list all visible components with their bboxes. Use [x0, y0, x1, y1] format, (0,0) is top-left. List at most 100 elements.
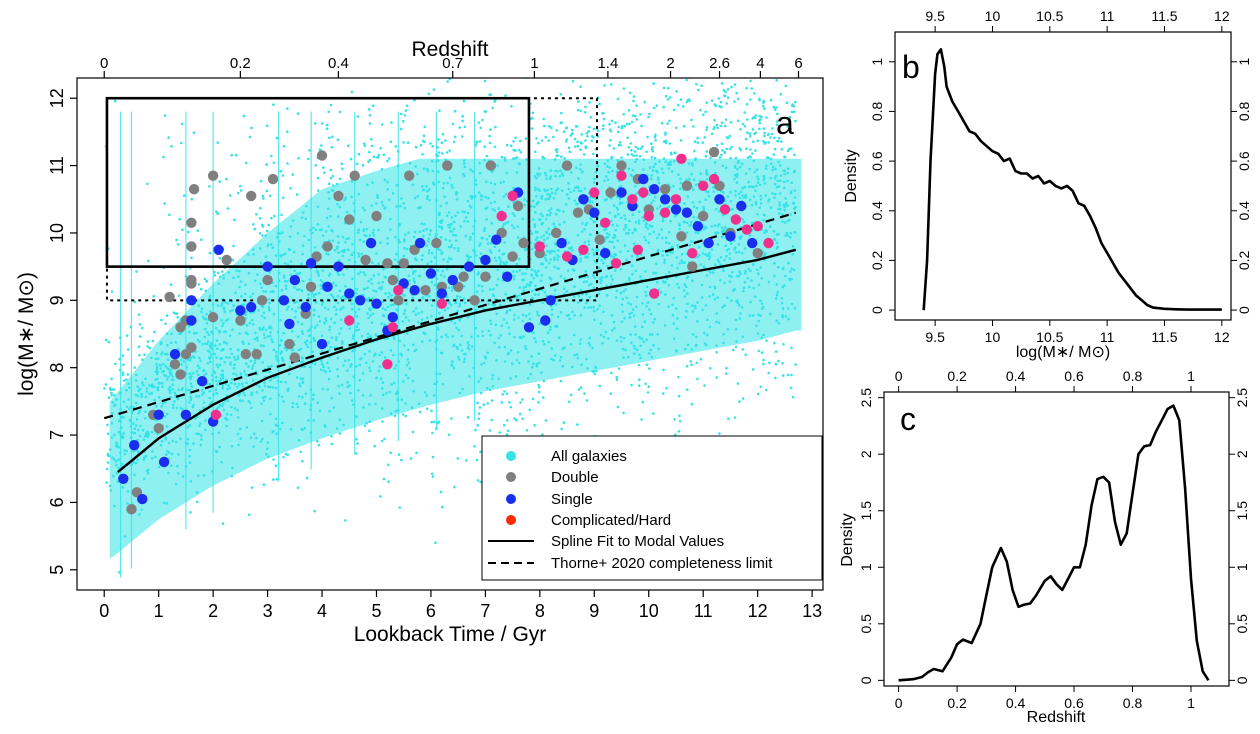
all-galaxies-point: [619, 250, 622, 254]
all-galaxies-point: [515, 418, 518, 422]
all-galaxies-point: [549, 325, 552, 329]
all-galaxies-point: [546, 193, 549, 196]
all-galaxies-point: [666, 122, 669, 125]
all-galaxies-point: [762, 140, 765, 143]
all-galaxies-point: [438, 372, 442, 376]
all-galaxies-point: [506, 220, 510, 224]
all-galaxies-point: [744, 353, 747, 357]
single-galaxy-point: [129, 440, 140, 451]
all-galaxies-point: [216, 304, 220, 307]
all-galaxies-point: [479, 450, 482, 454]
all-galaxies-point: [400, 458, 403, 462]
all-galaxies-point: [441, 152, 444, 155]
completeness-limit-line: [103, 211, 797, 420]
complicated-galaxy-point: [763, 237, 774, 249]
all-galaxies-point: [555, 150, 559, 154]
all-galaxies-point: [790, 302, 794, 306]
all-galaxies-point: [466, 220, 470, 223]
all-galaxies-point: [615, 206, 619, 209]
all-galaxies-point: [421, 139, 425, 143]
all-galaxies-point: [467, 347, 471, 351]
all-galaxies-point: [177, 388, 180, 392]
all-galaxies-point: [427, 240, 430, 243]
all-galaxies-point: [499, 262, 502, 266]
all-galaxies-point: [282, 400, 285, 403]
all-galaxies-point: [754, 149, 757, 152]
all-galaxies-point: [123, 452, 127, 456]
all-galaxies-point: [713, 298, 717, 301]
all-galaxies-point: [623, 316, 626, 320]
all-galaxies-point: [220, 302, 224, 305]
all-galaxies-point: [141, 429, 145, 432]
all-galaxies-point: [123, 449, 126, 452]
all-galaxies-point: [123, 535, 127, 538]
all-galaxies-point: [757, 13, 760, 16]
all-galaxies-point: [447, 211, 451, 214]
all-galaxies-point: [598, 384, 602, 388]
all-galaxies-point: [317, 274, 321, 278]
all-galaxies-point: [645, 363, 649, 367]
all-galaxies-point: [593, 254, 596, 257]
all-galaxies-point: [493, 209, 497, 212]
all-galaxies-point: [727, 417, 730, 421]
all-galaxies-point: [751, 152, 754, 155]
all-galaxies-point: [591, 370, 594, 373]
all-galaxies-point: [290, 307, 294, 311]
all-galaxies-point: [362, 271, 366, 274]
all-galaxies-point: [191, 372, 195, 375]
all-galaxies-point: [262, 333, 266, 336]
all-galaxies-point: [301, 252, 304, 256]
all-galaxies-point: [176, 243, 180, 246]
bottom-tick-label: 0.6: [1064, 695, 1084, 711]
all-galaxies-point: [293, 250, 296, 254]
x-tick-label: 3: [263, 601, 273, 621]
all-galaxies-point: [224, 319, 228, 322]
all-galaxies-point: [611, 169, 614, 173]
all-galaxies-point: [161, 401, 165, 405]
all-galaxies-point: [462, 297, 466, 300]
all-galaxies-point: [752, 185, 755, 189]
all-galaxies-point: [348, 327, 352, 330]
all-galaxies-point: [338, 392, 341, 395]
all-galaxies-point: [449, 303, 453, 307]
all-galaxies-point: [705, 128, 708, 132]
all-galaxies-point: [678, 224, 681, 227]
all-galaxies-point: [393, 367, 397, 370]
all-galaxies-point: [459, 225, 463, 228]
all-galaxies-point: [554, 169, 557, 173]
all-galaxies-point: [545, 213, 549, 217]
all-galaxies-point: [249, 436, 253, 440]
all-galaxies-point: [480, 363, 483, 366]
all-galaxies-point: [706, 318, 709, 322]
all-galaxies-point: [632, 314, 636, 318]
all-galaxies-point: [580, 363, 583, 367]
all-galaxies-point: [646, 227, 650, 230]
all-galaxies-point: [521, 398, 524, 401]
all-galaxies-point: [216, 383, 219, 386]
all-galaxies-point: [256, 273, 259, 276]
all-galaxies-point: [602, 310, 605, 314]
all-galaxies-point: [790, 373, 793, 377]
all-galaxies-point: [551, 191, 554, 195]
all-galaxies-point: [274, 464, 278, 468]
all-galaxies-point: [425, 244, 429, 247]
bottom-tick-label: 11: [1100, 329, 1115, 345]
all-galaxies-point: [172, 311, 176, 315]
all-galaxies-point: [372, 274, 376, 277]
complicated-galaxy-point: [387, 322, 398, 333]
double-galaxy-point: [322, 241, 333, 252]
all-galaxies-point: [471, 170, 475, 173]
all-galaxies-point: [469, 236, 472, 239]
all-galaxies-point: [400, 197, 403, 200]
all-galaxies-point: [556, 154, 559, 157]
all-galaxies-point: [589, 282, 593, 286]
all-galaxies-point: [439, 204, 443, 208]
all-galaxies-point: [664, 236, 668, 240]
all-galaxies-point: [715, 350, 718, 354]
all-galaxies-point: [255, 336, 259, 339]
all-galaxies-point: [543, 238, 546, 242]
all-galaxies-point: [160, 341, 163, 344]
all-galaxies-point: [379, 146, 382, 150]
all-galaxies-point: [387, 157, 391, 160]
all-galaxies-point: [434, 541, 437, 545]
